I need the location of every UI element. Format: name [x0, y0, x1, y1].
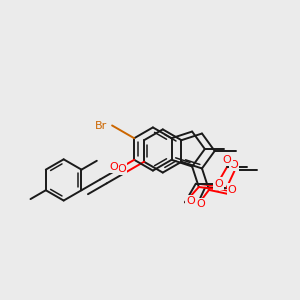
Text: Br: Br: [95, 122, 107, 131]
Text: O: O: [228, 184, 236, 194]
Text: O: O: [230, 160, 238, 170]
Text: O: O: [117, 164, 126, 174]
Text: O: O: [214, 178, 223, 188]
Text: O: O: [109, 162, 118, 172]
Text: O: O: [196, 199, 205, 209]
Text: O: O: [187, 196, 195, 206]
Text: O: O: [223, 155, 232, 165]
